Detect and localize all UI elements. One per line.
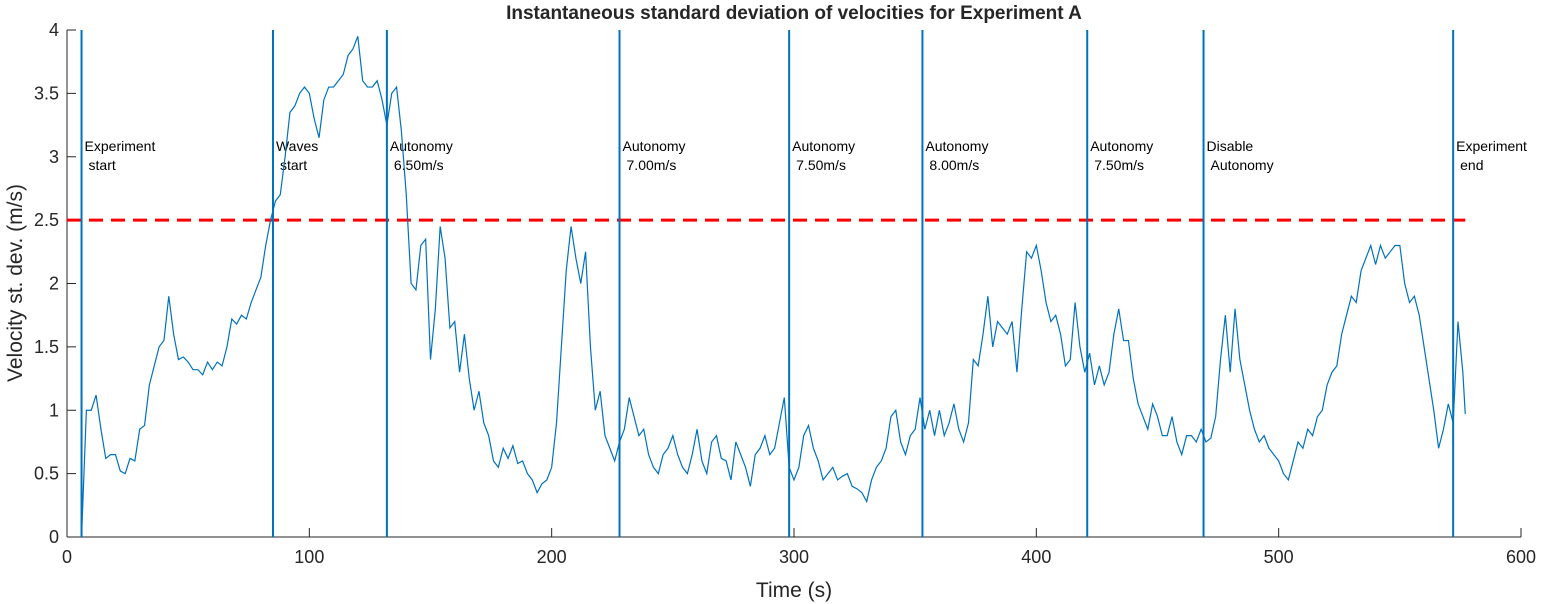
event-label: Experiment (1456, 138, 1527, 154)
y-tick-label: 3 (49, 147, 59, 167)
event-label: Autonomy (925, 138, 988, 154)
y-tick-label: 1.5 (34, 337, 59, 357)
x-axis-label: Time (s) (756, 579, 832, 602)
event-label: start (89, 157, 116, 173)
x-tick-label: 200 (537, 547, 567, 567)
event-label: Autonomy (792, 138, 855, 154)
event-label: 8.00m/s (929, 157, 979, 173)
y-tick-label: 3.5 (34, 83, 59, 103)
data-line (80, 36, 1466, 538)
chart-title: Instantaneous standard deviation of velo… (506, 3, 1082, 24)
event-label: 7.50m/s (796, 157, 846, 173)
event-label: Autonomy (390, 138, 453, 154)
x-tick-label: 0 (62, 547, 72, 567)
event-label: 7.50m/s (1094, 157, 1144, 173)
y-tick-label: 0.5 (34, 464, 59, 484)
event-label: start (280, 157, 307, 173)
y-axis-label: Velocity st. dev. (m/s) (4, 184, 27, 382)
event-label: Autonomy (623, 138, 686, 154)
x-tick-label: 100 (294, 547, 324, 567)
x-tick-label: 300 (779, 547, 809, 567)
event-label: Autonomy (1211, 157, 1274, 173)
y-tick-label: 1 (49, 400, 59, 420)
y-tick-label: 4 (49, 20, 59, 40)
x-tick-label: 600 (1506, 547, 1536, 567)
y-tick-label: 2 (49, 274, 59, 294)
event-label: 7.00m/s (627, 157, 677, 173)
event-label: Autonomy (1090, 138, 1153, 154)
y-tick-label: 0 (49, 527, 59, 547)
event-label: Waves (276, 138, 318, 154)
x-tick-label: 400 (1021, 547, 1051, 567)
y-tick-label: 2.5 (34, 210, 59, 230)
x-tick-label: 500 (1264, 547, 1294, 567)
event-label: end (1460, 157, 1483, 173)
event-label: 6.50m/s (394, 157, 444, 173)
event-label: Experiment (85, 138, 156, 154)
event-label: Disable (1207, 138, 1254, 154)
